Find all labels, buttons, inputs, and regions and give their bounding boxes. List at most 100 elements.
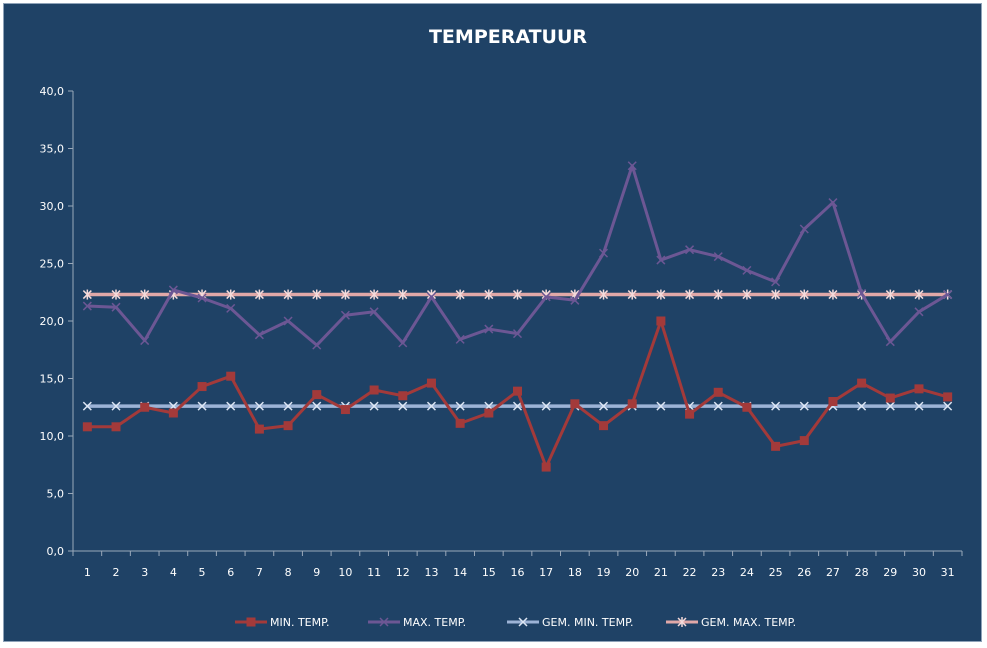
data-point [398,338,408,348]
legend-marker [246,617,256,627]
data-point [627,399,637,409]
y-tick-label: 0,0 [47,545,65,558]
data-point [914,384,924,394]
data-point [512,329,523,339]
data-point [398,391,408,401]
data-point [799,401,809,411]
data-point [885,337,895,347]
data-point [599,401,609,411]
x-tick-label: 25 [769,566,783,579]
data-point [140,289,150,300]
data-point [771,401,781,411]
data-point [484,324,494,334]
x-tick-label: 8 [285,566,292,579]
data-point [369,401,379,411]
y-tick-label: 25,0 [40,258,65,271]
data-point [312,401,322,411]
data-point [656,289,666,300]
x-tick-label: 3 [141,566,148,579]
data-point [742,265,752,275]
data-point [226,401,236,411]
data-point [914,401,924,411]
series-layer [82,161,953,472]
x-tick-label: 26 [797,566,811,579]
data-point [799,436,809,446]
data-point [656,255,666,265]
data-point [885,289,895,300]
legend-label: MIN. TEMP. [270,616,330,629]
data-point [885,401,895,411]
data-point [799,224,809,234]
data-point [111,289,121,300]
data-point [627,289,637,300]
legend-item: GEM. MAX. TEMP. [666,616,796,629]
data-point [799,289,809,300]
series-1 [82,161,953,350]
x-tick-label: 17 [539,566,553,579]
data-point [541,292,551,302]
data-point [283,289,293,300]
x-tick-label: 30 [912,566,926,579]
data-point [226,289,236,300]
legend-item: MIN. TEMP. [235,616,330,629]
data-point [455,401,465,411]
temperature-chart: TEMPERATUUR 0,05,010,015,020,025,030,035… [40,26,963,629]
data-point [599,421,609,431]
series-line [87,164,949,347]
x-tick-label: 16 [511,566,525,579]
data-point [226,371,236,381]
x-tick-label: 29 [883,566,897,579]
data-point [742,402,752,412]
legend-label: GEM. MAX. TEMP. [701,616,796,629]
data-point [111,401,121,411]
legend: MIN. TEMP. MAX. TEMP. GEM. MIN. TEMP. GEM. … [235,616,796,629]
legend-label: GEM. MIN. TEMP. [542,616,634,629]
data-point [713,387,723,397]
series-2 [82,401,953,411]
y-tick-label: 15,0 [40,373,65,386]
data-point [857,378,867,388]
axes: 0,05,010,015,020,025,030,035,040,01 2 3 4 5 6… [40,85,963,579]
x-tick-label: 7 [256,566,263,579]
data-point [828,397,838,406]
legend-marker [379,617,389,627]
data-point [340,405,350,415]
data-point [426,378,436,388]
x-tick-label: 6 [227,566,234,579]
data-point [312,340,322,350]
x-tick-label: 4 [170,566,177,579]
data-point [140,336,150,346]
data-point [111,422,121,432]
data-point [82,289,92,300]
data-point [484,289,494,300]
x-tick-label: 10 [338,566,352,579]
data-point [713,289,723,300]
data-point [599,248,609,258]
data-point [426,292,436,302]
x-tick-label: 31 [941,566,955,579]
x-tick-label: 20 [625,566,639,579]
data-point [168,408,178,418]
legend-label: MAX. TEMP. [403,616,466,629]
data-point [656,316,666,326]
x-tick-label: 13 [424,566,438,579]
x-tick-label: 5 [199,566,206,579]
legend-marker [518,617,528,627]
data-point [369,385,379,395]
data-point [398,289,408,300]
data-point [197,293,207,303]
legend-item: MAX. TEMP. [368,616,466,629]
data-point [111,302,121,312]
legend-item: GEM. MIN. TEMP. [507,616,634,629]
y-tick-label: 5,0 [47,488,65,501]
data-point [857,288,867,298]
x-tick-label: 11 [367,566,381,579]
data-point [168,285,178,295]
x-tick-label: 19 [597,566,611,579]
y-tick-label: 40,0 [40,85,65,98]
data-point [885,393,895,403]
data-point [541,401,551,411]
data-point [254,330,264,340]
data-point [771,441,781,451]
x-tick-label: 21 [654,566,668,579]
